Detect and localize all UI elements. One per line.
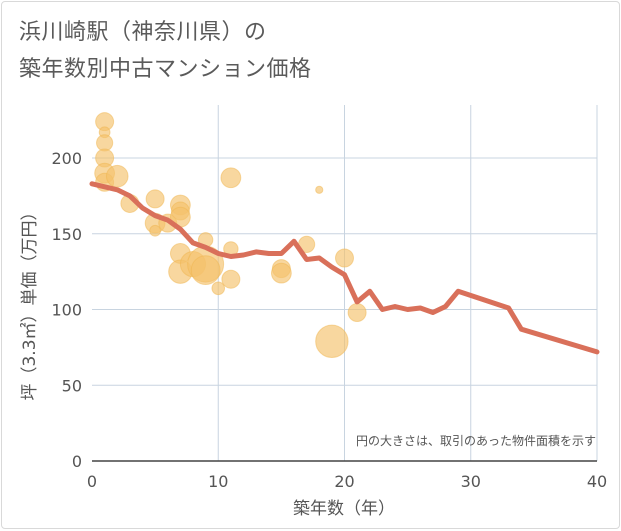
data-bubble [347, 303, 367, 323]
data-bubble [190, 255, 221, 286]
x-axis-title: 築年数（年） [293, 499, 395, 519]
y-tick-label: 200 [51, 149, 82, 168]
grid-lines [92, 105, 598, 461]
y-axis-title: 坪（3.3㎡）単価（万円） [20, 203, 40, 400]
bubble-size-note: 円の大きさは、取引のあった物件面積を示す [356, 433, 596, 448]
chart-title-line-2: 築年数別中古マンション価格 [19, 57, 312, 82]
average-price-line [89, 181, 600, 355]
data-bubble [220, 167, 242, 189]
data-bubble [335, 248, 354, 268]
data-bubble [315, 324, 349, 359]
y-tick-label: 50 [62, 376, 82, 395]
y-tick-label: 0 [72, 452, 82, 471]
chart-title: 浜川崎駅（神奈川県）の 築年数別中古マンション価格 [19, 14, 312, 88]
data-bubble [145, 189, 165, 209]
data-bubble [149, 224, 162, 237]
x-tick-label: 30 [461, 472, 481, 491]
x-tick-label: 0 [87, 472, 97, 491]
y-tick-label: 150 [51, 225, 82, 244]
data-bubble [211, 281, 226, 296]
x-tick-label: 40 [587, 472, 607, 491]
data-bubble [315, 185, 324, 194]
y-tick-label: 100 [51, 301, 82, 320]
x-axis-ticks: 0 10 20 30 40 [87, 472, 607, 491]
data-bubble [221, 269, 241, 289]
data-bubble [105, 164, 129, 188]
y-axis-ticks: 0 50 100 150 200 [51, 149, 82, 471]
x-tick-label: 20 [334, 472, 354, 491]
x-tick-label: 10 [208, 472, 228, 491]
chart-title-line-1: 浜川崎駅（神奈川県）の [19, 20, 267, 45]
data-bubble [270, 262, 292, 284]
